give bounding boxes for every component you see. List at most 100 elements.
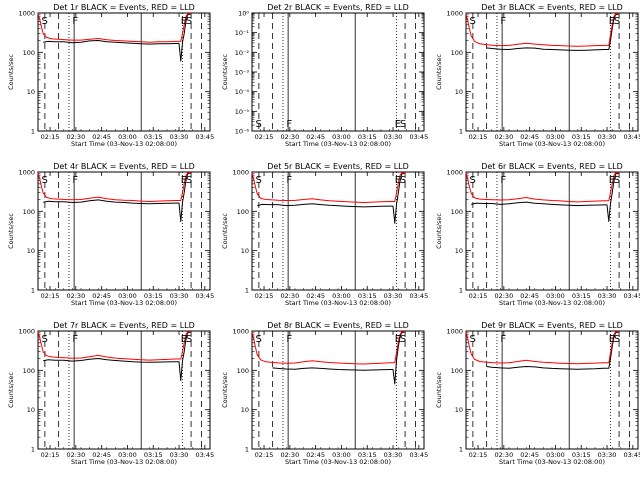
x-tick-label: 03:30 (170, 451, 189, 459)
lld-series-line (251, 330, 406, 365)
x-tick-label: 03:00 (118, 292, 137, 300)
events-series-line (486, 13, 620, 51)
x-tick-label: 03:15 (358, 451, 377, 459)
y-tick-label: 10 (241, 247, 249, 255)
y-tick-label: 100 (23, 208, 35, 216)
segment-marker-label: E (181, 16, 187, 27)
y-tick-label: 100 (451, 208, 463, 216)
y-tick-label: 100 (451, 367, 463, 375)
x-tick-label: 02:45 (306, 292, 325, 300)
x-tick-label: 03:15 (144, 133, 163, 141)
events-series-line (43, 13, 192, 62)
x-tick-label: 02:15 (255, 451, 274, 459)
x-tick-label: 03:00 (332, 133, 351, 141)
x-tick-label: 03:45 (623, 451, 640, 459)
segment-marker-label: S (255, 175, 261, 186)
y-tick-label: 1 (459, 287, 463, 295)
segment-marker-label: E (609, 175, 615, 186)
x-tick-label: 02:45 (520, 292, 539, 300)
y-tick-label: 100 (237, 208, 249, 216)
y-tick-label: 10 (27, 247, 35, 255)
x-tick-label: 02:30 (66, 133, 85, 141)
lld-series-line (37, 330, 192, 361)
x-tick-label: 03:45 (195, 451, 214, 459)
x-axis-label: Start Time (03-Nov-13 02:08:00) (499, 140, 605, 148)
x-tick-label: 02:15 (469, 292, 488, 300)
x-tick-label: 03:15 (358, 133, 377, 141)
y-tick-label: 1 (459, 128, 463, 136)
y-tick-label: 1000 (18, 328, 35, 336)
x-tick-label: 02:30 (66, 451, 85, 459)
segment-marker-label: F (500, 334, 506, 345)
x-tick-label: 02:15 (41, 451, 60, 459)
chart-title: Det 3r BLACK = Events, RED = LLD (481, 3, 623, 12)
chart-panel: Det 1r BLACK = Events, RED = LLD 1 10 100 10… (7, 3, 214, 148)
segment-marker-label: S (400, 119, 406, 130)
y-axis-label: Counts/sec (435, 372, 443, 408)
events-series-line (43, 172, 192, 222)
x-tick-label: 03:15 (144, 292, 163, 300)
segment-marker-label: F (72, 16, 78, 27)
y-tick-label: 100 (23, 49, 35, 57)
y-axis-label: Counts/sec (221, 213, 229, 249)
x-tick-label: 03:00 (118, 451, 137, 459)
events-series-line (272, 331, 406, 385)
x-tick-label: 03:30 (598, 292, 617, 300)
x-tick-label: 02:30 (280, 133, 299, 141)
segment-marker-label: S (255, 119, 261, 130)
x-tick-label: 02:15 (41, 292, 60, 300)
x-tick-label: 03:30 (384, 133, 403, 141)
x-tick-label: 02:15 (255, 133, 274, 141)
y-tick-label: 10 (455, 406, 463, 414)
x-tick-label: 02:45 (306, 451, 325, 459)
segment-marker-label: S (400, 334, 406, 345)
segment-marker-label: S (614, 16, 620, 27)
x-tick-label: 03:30 (384, 451, 403, 459)
x-tick-label: 03:45 (195, 292, 214, 300)
segment-marker-label: S (469, 334, 475, 345)
segment-marker-label: F (500, 16, 506, 27)
chart-panel: Det 6r BLACK = Events, RED = LLD 1 10 100 10… (435, 162, 640, 307)
x-tick-label: 03:30 (170, 133, 189, 141)
x-tick-label: 02:30 (66, 292, 85, 300)
lld-series-line (465, 12, 620, 47)
chart-panel: Det 9r BLACK = Events, RED = LLD 1 10 100 10… (435, 321, 640, 466)
x-tick-label: 03:15 (572, 451, 591, 459)
y-tick-label: 1000 (446, 169, 463, 177)
x-tick-label: 02:45 (92, 292, 111, 300)
x-tick-label: 02:15 (255, 292, 274, 300)
x-tick-label: 02:15 (41, 133, 60, 141)
chart-title: Det 4r BLACK = Events, RED = LLD (53, 162, 195, 171)
segment-marker-label: S (186, 334, 192, 345)
y-tick-label: 10⁻¹ (235, 29, 250, 37)
events-series-line (486, 331, 620, 370)
segment-marker-label: F (286, 175, 292, 186)
x-tick-label: 03:15 (144, 451, 163, 459)
y-axis-label: Counts/sec (7, 54, 15, 90)
lld-series-line (37, 12, 192, 43)
x-tick-label: 03:30 (170, 292, 189, 300)
chart-title: Det 2r BLACK = Events, RED = LLD (267, 3, 409, 12)
y-tick-label: 1000 (232, 169, 249, 177)
lld-series-line (465, 171, 620, 203)
y-tick-label: 1 (245, 287, 249, 295)
chart-title: Det 8r BLACK = Events, RED = LLD (267, 321, 409, 330)
y-tick-label: 1 (31, 287, 35, 295)
y-tick-label: 10 (241, 406, 249, 414)
plot-frame (251, 12, 425, 132)
segment-marker-label: E (395, 119, 401, 130)
chart-title: Det 5r BLACK = Events, RED = LLD (267, 162, 409, 171)
chart-panel: Det 7r BLACK = Events, RED = LLD 1 10 100 10… (7, 321, 214, 466)
x-tick-label: 02:30 (494, 292, 513, 300)
x-tick-label: 03:15 (572, 133, 591, 141)
lld-series-line (465, 330, 620, 365)
x-tick-label: 02:15 (469, 133, 488, 141)
chart-panel: Det 5r BLACK = Events, RED = LLD 1 10 100 10… (221, 162, 428, 307)
y-axis-label: Counts/sec (7, 372, 15, 408)
segment-marker-label: S (186, 16, 192, 27)
y-tick-label: 10 (455, 88, 463, 96)
segment-marker-label: S (255, 334, 261, 345)
x-tick-label: 02:30 (280, 292, 299, 300)
segment-marker-label: S (614, 175, 620, 186)
